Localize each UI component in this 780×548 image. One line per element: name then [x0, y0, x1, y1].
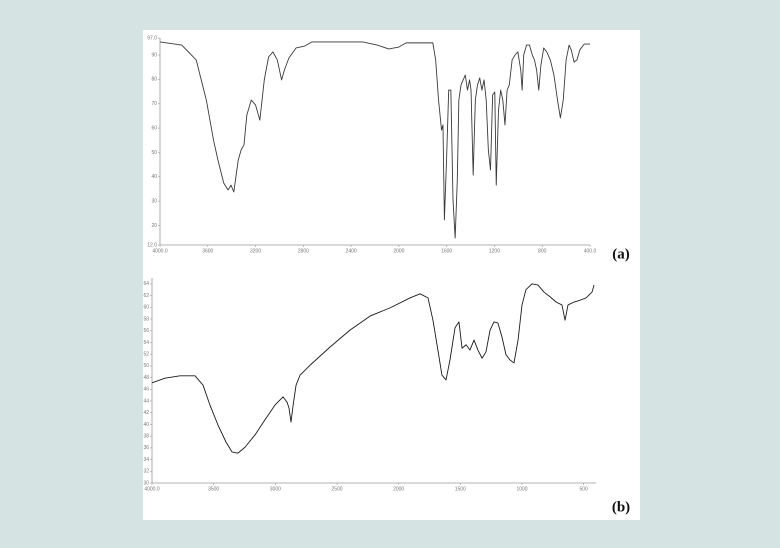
y-tick-label: 80 [151, 77, 157, 83]
y-tick-label: 54 [143, 340, 149, 346]
y-tick-label: 58 [143, 316, 149, 322]
y-tick-label: 12.0 [147, 242, 157, 248]
x-tick-label: 2000 [393, 248, 404, 254]
y-tick-label: 40 [143, 422, 149, 428]
x-tick-label: 500 [579, 486, 588, 492]
y-tick-label: 20 [151, 223, 157, 229]
y-tick-label: 34 [143, 457, 149, 463]
y-tick-label: 30 [143, 480, 149, 486]
y-tick-label: 32 [143, 469, 149, 475]
y-tick-label: 46 [143, 387, 149, 393]
y-tick-label: 50 [151, 150, 157, 156]
x-tick-label: 3000 [270, 486, 281, 492]
y-tick-label: 42 [143, 410, 149, 416]
y-tick-label: 97.0 [147, 35, 157, 41]
spectrum-line [159, 41, 590, 239]
y-tick-label: 48 [143, 375, 149, 381]
y-tick-label: 56 [143, 328, 149, 334]
x-tick-label: 3500 [208, 486, 219, 492]
y-tick-label: 60 [151, 125, 157, 131]
x-tick-label: 1500 [455, 486, 466, 492]
spectrum-line [151, 283, 595, 454]
panel [143, 30, 640, 520]
x-tick-label: 4000.0 [152, 248, 168, 254]
x-tick-label: 3200 [250, 248, 261, 254]
x-tick-label: 2800 [298, 248, 309, 254]
y-tick-label: 60 [143, 305, 149, 311]
x-tick-label: 2000 [393, 486, 404, 492]
y-tick-label: 70 [151, 101, 157, 107]
y-tick-label: 44 [143, 398, 149, 404]
y-tick-label: 64 [143, 281, 149, 287]
y-tick-label: 30 [151, 198, 157, 204]
y-tick-label: 62 [143, 293, 149, 299]
x-tick-label: 400.0 [584, 248, 597, 254]
y-tick-label: 52 [143, 351, 149, 357]
x-tick-label: 800 [538, 248, 547, 254]
x-tick-label: 1000 [516, 486, 527, 492]
panel-label: (a) [612, 246, 630, 262]
y-tick-label: 36 [143, 445, 149, 451]
x-tick-label: 1200 [489, 248, 500, 254]
x-tick-label: 4000.0 [144, 486, 160, 492]
y-tick-label: 40 [151, 174, 157, 180]
x-tick-label: 3600 [202, 248, 213, 254]
y-tick-label: 38 [143, 433, 149, 439]
y-tick-label: 50 [143, 363, 149, 369]
x-tick-label: 2500 [331, 486, 342, 492]
x-tick-label: 2400 [346, 248, 357, 254]
y-tick-label: 90 [151, 52, 157, 58]
x-tick-label: 1600 [441, 248, 452, 254]
panel-label: (b) [612, 499, 630, 515]
